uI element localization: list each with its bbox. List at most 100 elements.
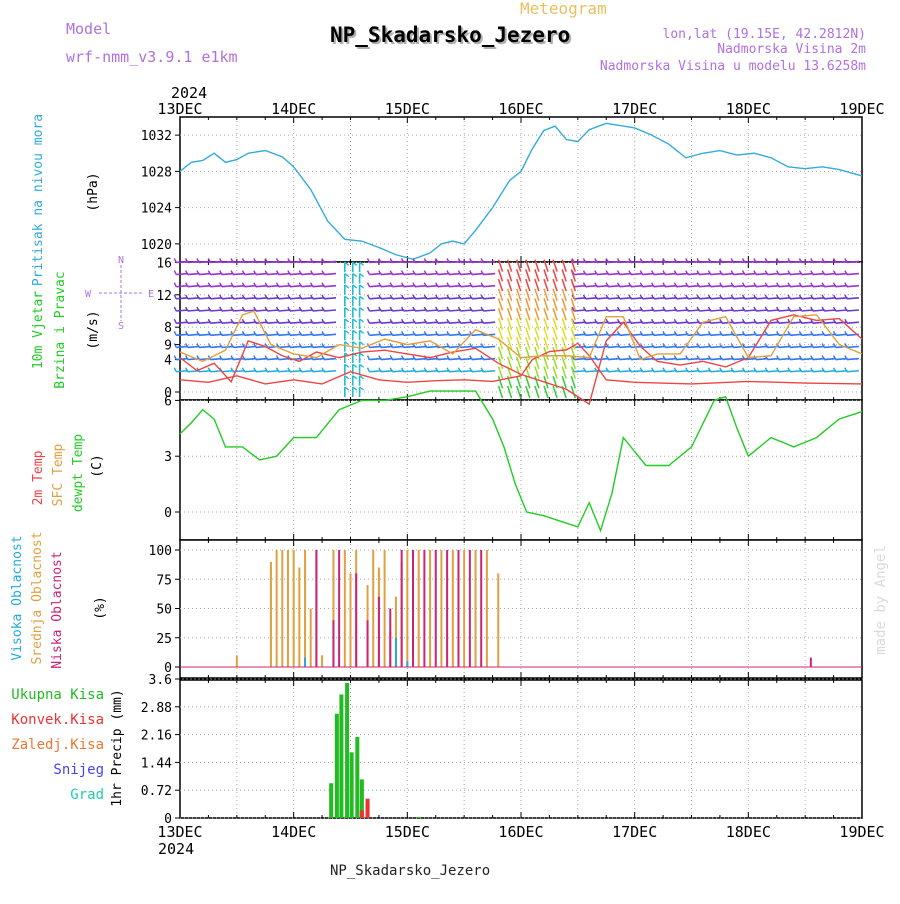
wind-barb [389,306,393,312]
wind-barb [651,270,655,275]
wind-barb [525,376,531,389]
wind-barb [719,355,723,360]
wind-barb [630,369,644,373]
wind-barb [480,343,484,348]
wind-barb [380,260,393,264]
wind-barb [301,272,314,276]
wind-barb [710,369,723,373]
x-tick-label-bottom: 16DEC [498,823,543,841]
wind-barb [699,297,712,300]
wind-barb [412,294,416,300]
wind-barb [287,306,291,312]
wind-barb [596,297,609,300]
wind-barb [844,330,848,336]
wind-barb [582,294,587,300]
wind-barb [574,333,587,337]
wind-barb [787,258,791,263]
wind-barb [241,270,246,275]
wind-barb [392,297,405,300]
wind-barb [241,294,246,300]
wind-barb [676,369,689,373]
wind-barb [687,357,700,361]
x-tick-label-top: 13DEC [157,100,202,118]
wind-barb [753,367,757,373]
wind-barb [741,343,746,348]
wind-barb [380,357,393,361]
wind-barb [310,318,314,324]
wind-barb [414,333,428,337]
wind-barb [710,345,723,349]
wind-barb [574,297,587,300]
wind-barb [616,330,621,336]
total-precip-bar [345,682,350,818]
wind-barb [267,297,280,300]
wind-barb [321,306,325,312]
wind-barb [721,272,734,276]
wind-barb [323,284,337,288]
wind-barb [642,272,655,276]
wind-barb [767,345,780,349]
wind-barb [253,270,257,275]
wind-barb [506,288,513,302]
wind-barb [469,306,473,312]
wind-barb [400,367,405,373]
wind-barb [552,337,558,350]
wind-barb [287,367,291,373]
wind-barb [221,297,234,300]
wind-barb [525,308,531,321]
y-tick-label: 0 [164,812,172,827]
wind-barb [210,260,223,264]
wind-barb [721,309,734,312]
wind-barb [449,272,462,276]
wind-barb [525,317,531,331]
wind-barb [676,260,689,264]
wind-barb [173,270,177,275]
wind-barb [733,357,746,361]
wind-barb [378,306,382,312]
wind-barb [352,375,358,380]
wind-barb [471,357,484,361]
wind-barb [801,297,814,300]
wind-barb [400,355,405,360]
wind-barb [582,270,587,275]
wind-barb [821,258,825,263]
wind-barb [310,343,314,348]
wind-barb [710,284,723,288]
wind-barb [673,343,678,348]
wind-barb [400,282,405,288]
wind-barb [846,369,859,373]
wind-barb [605,306,609,312]
wind-barb [676,345,689,349]
wind-barb [685,330,689,336]
wind-barb [506,337,513,350]
wind-barb [561,269,567,282]
wind-barb [437,272,450,276]
legend-conv: Konvek.Kisa [11,712,104,728]
wind-barb [516,308,522,321]
wind-barb [437,369,450,373]
wind-barb [776,367,780,373]
wind-barb [846,321,859,324]
wind-barb [574,272,587,276]
wind-barb [437,345,450,349]
wind-ylabel-3: (m/s) [86,310,101,349]
wind-barb [412,355,416,360]
wind-barb [435,294,439,300]
pressure-ylabel-2: (hPa) [86,172,101,211]
wind-barb [289,333,303,337]
wind-barb [721,284,734,288]
wind-barb [639,294,643,300]
wind-barb [687,321,700,324]
wind-barb [778,345,791,349]
wind-barb [253,343,257,348]
wind-barb [446,306,450,312]
wind-barb [483,272,496,276]
wind-barb [301,369,314,373]
wind-barb [812,284,825,288]
wind-barb [619,272,632,276]
wind-barb [278,369,291,373]
wind-barb [596,345,609,349]
wind-barb [835,357,848,361]
wind-barb [403,333,416,337]
